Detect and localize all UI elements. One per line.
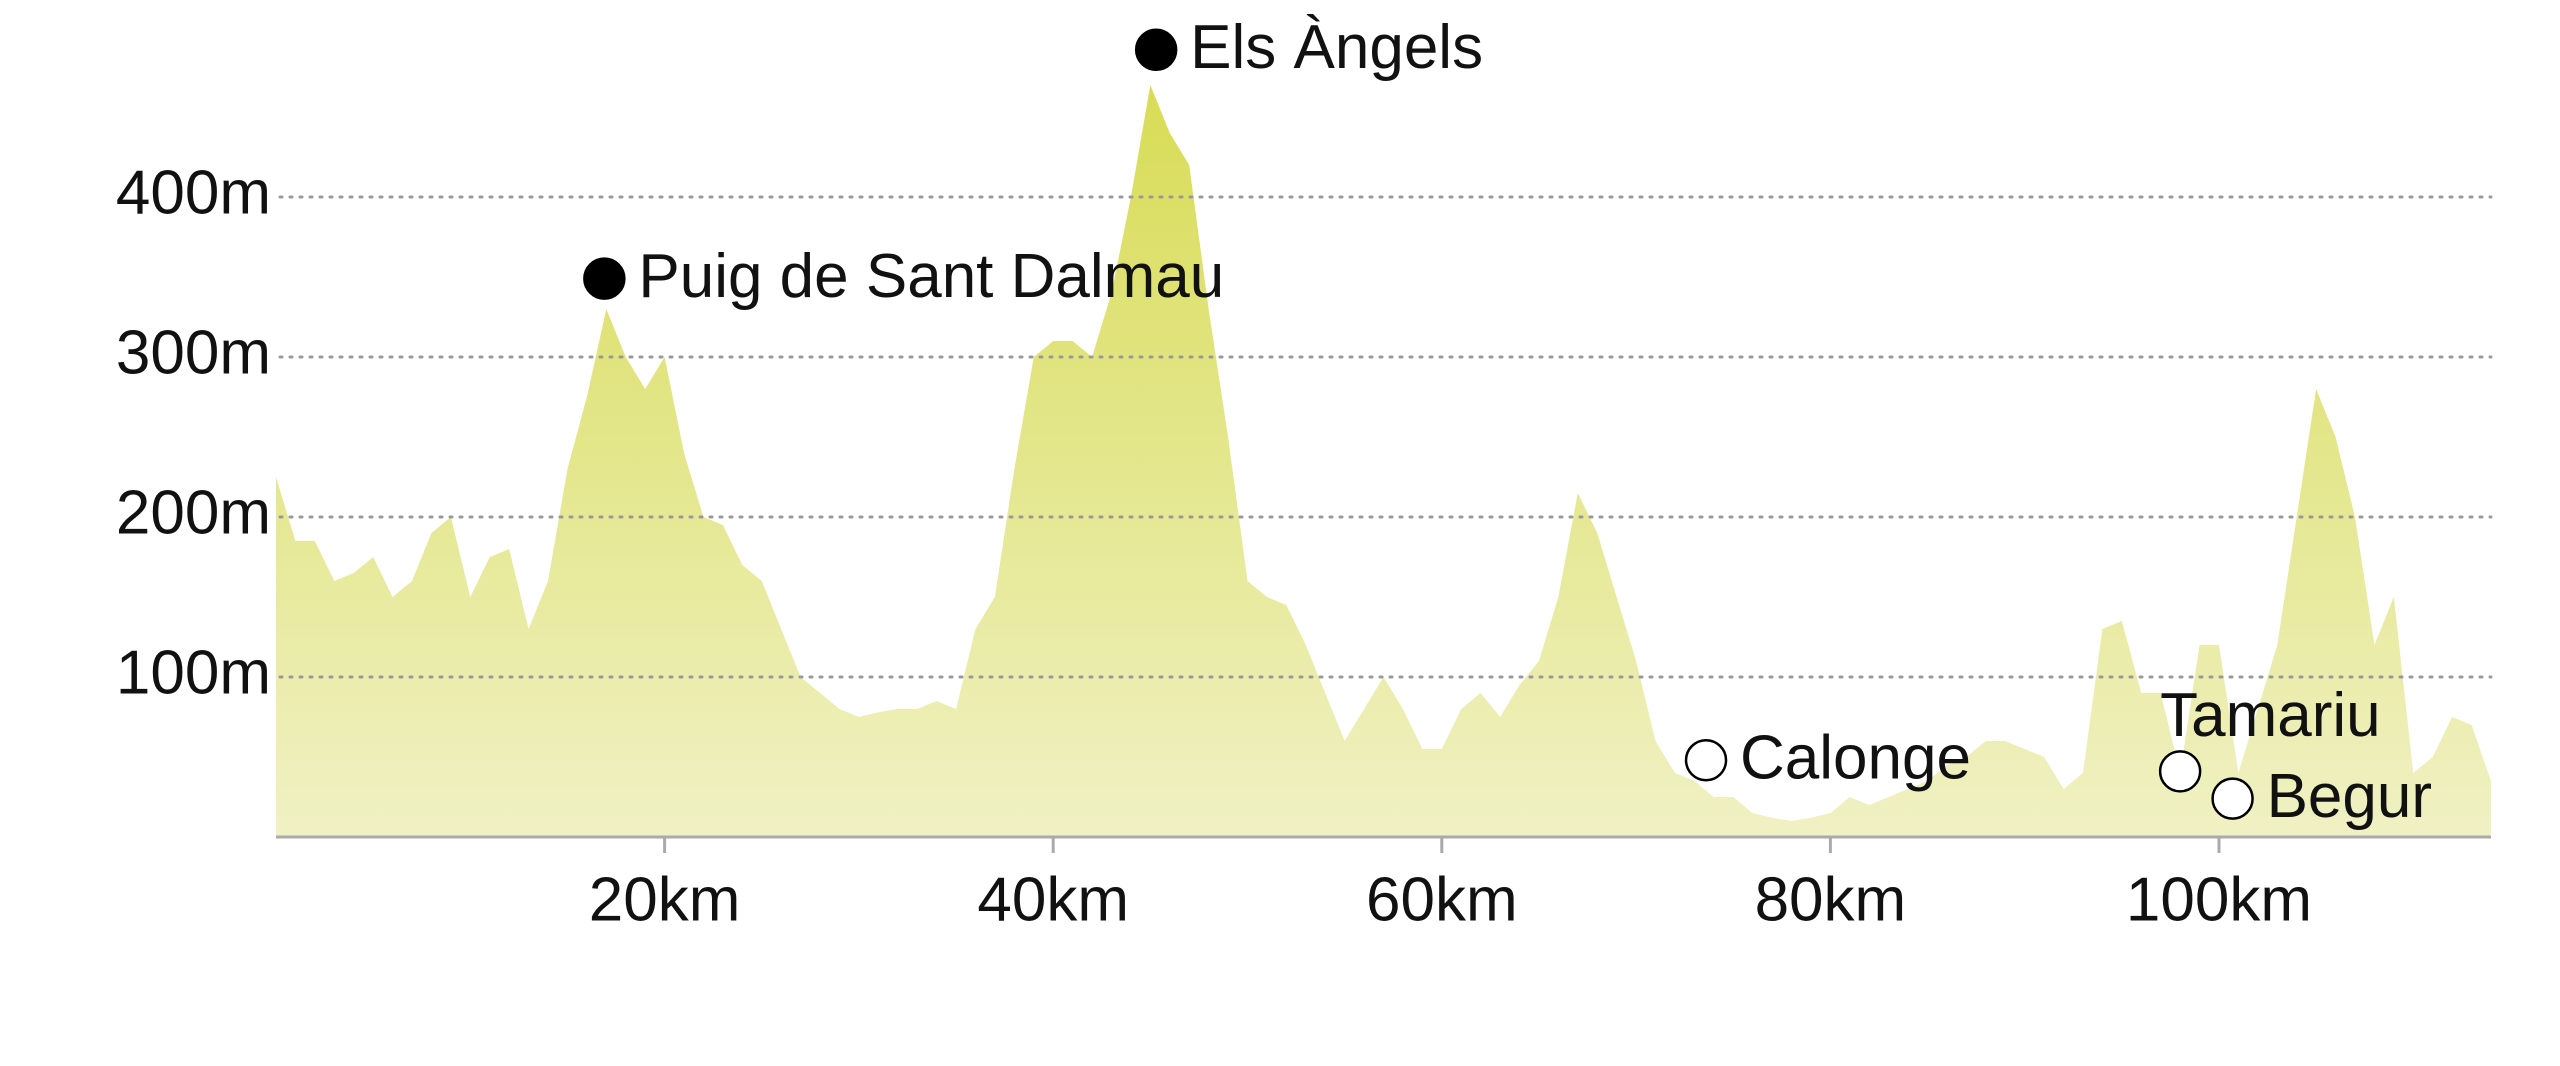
annotation-label: Els Àngels xyxy=(1190,13,1483,82)
y-tick-label: 300m xyxy=(116,318,271,387)
annotation-label: Tamariu xyxy=(2160,681,2381,750)
elevation-area xyxy=(276,85,2491,837)
annotation-marker xyxy=(1684,738,1728,782)
annotation-marker xyxy=(1134,28,1178,72)
x-tick-label: 60km xyxy=(1366,865,1518,934)
annotation-marker xyxy=(2158,750,2202,793)
x-tick-label: 80km xyxy=(1755,865,1907,934)
annotation-label: Begur xyxy=(2267,762,2432,831)
x-tick-label: 100km xyxy=(2126,865,2312,934)
annotation-label: Calonge xyxy=(1740,724,1971,793)
annotation-marker xyxy=(2211,777,2254,820)
x-tick-label: 20km xyxy=(589,865,741,934)
y-tick-label: 100m xyxy=(116,638,271,707)
annotation-marker xyxy=(583,257,626,300)
x-tick-label: 40km xyxy=(977,865,1129,934)
y-tick-label: 200m xyxy=(116,478,271,547)
annotation-label: Puig de Sant Dalmau xyxy=(638,242,1224,311)
y-tick-label: 400m xyxy=(116,158,271,227)
